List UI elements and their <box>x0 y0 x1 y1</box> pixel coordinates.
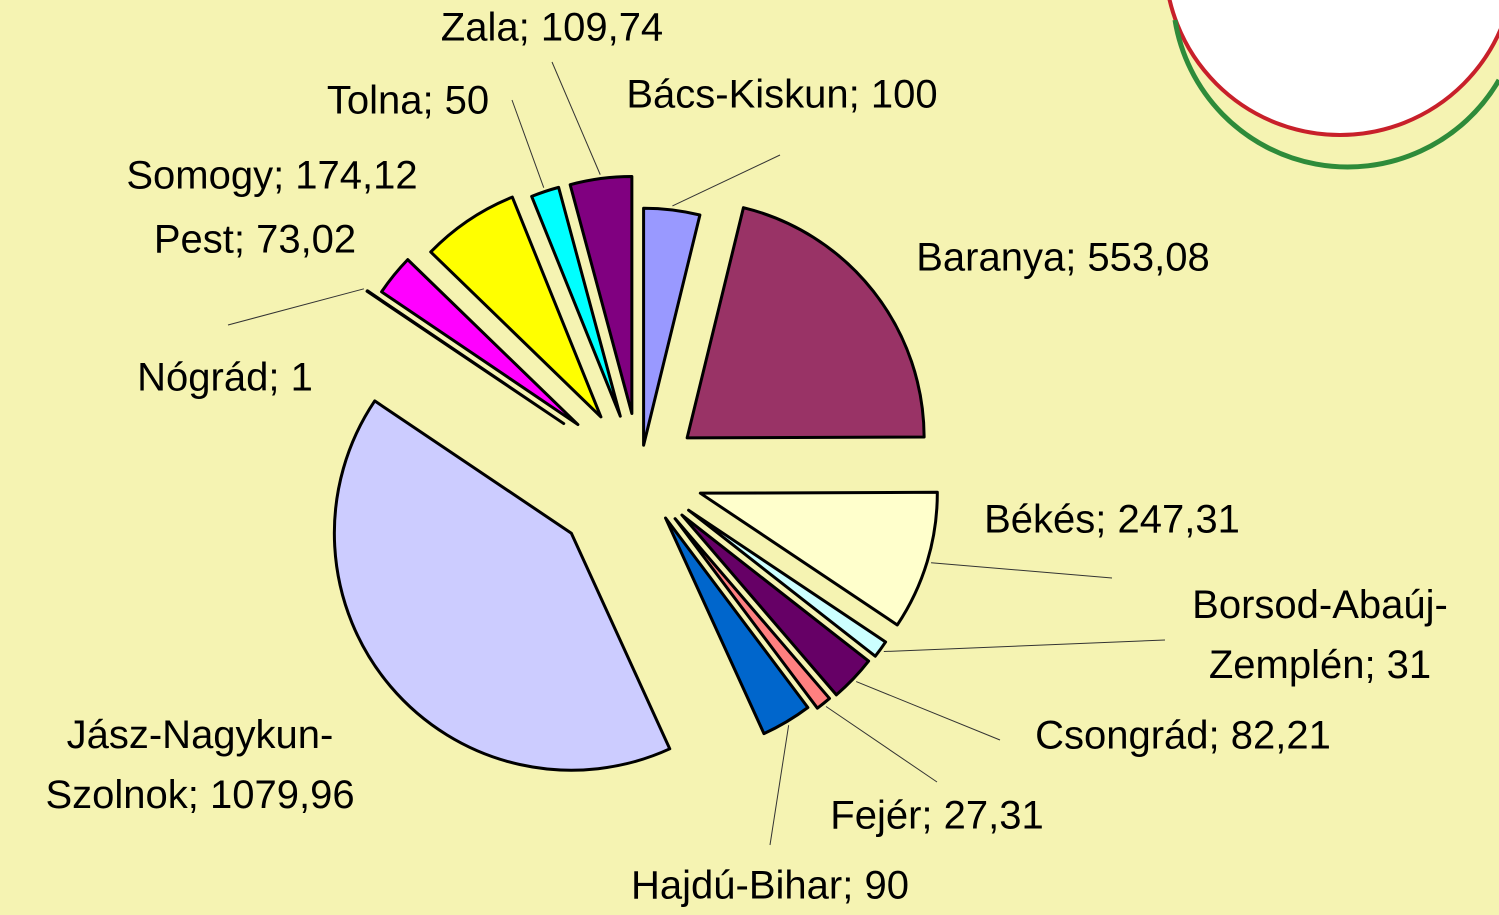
leader-line <box>825 706 938 783</box>
slice-label: Békés; 247,31 <box>984 498 1240 542</box>
pie-slice <box>568 175 634 416</box>
pie-slice <box>429 195 603 419</box>
slice-label: Csongrád; 82,21 <box>1035 714 1331 758</box>
pie-slice <box>365 289 566 426</box>
pie-slice <box>530 185 622 418</box>
pie-slice <box>685 206 926 440</box>
leader-line <box>551 61 601 175</box>
leader-line <box>769 725 790 846</box>
leader-line <box>227 288 365 326</box>
pie-slice <box>673 517 831 710</box>
slice-label: Zala; 109,74 <box>441 6 663 50</box>
slice-label: Jász-Nagykun-Szolnok; 1079,96 <box>45 713 354 817</box>
slice-label: Fejér; 27,31 <box>830 794 1043 838</box>
slice-label: Somogy; 174,12 <box>126 154 417 198</box>
leader-line <box>856 681 1001 741</box>
leader-line <box>511 99 545 188</box>
pie-slice <box>642 206 702 447</box>
pie-slice <box>664 516 810 736</box>
slice-label: Baranya; 553,08 <box>916 236 1210 280</box>
pie-slice <box>687 508 888 658</box>
logo <box>1167 0 1499 170</box>
slice-label: Bács-Kiskun; 100 <box>626 73 937 117</box>
pie-slice <box>680 513 871 697</box>
slice-label: Hajdú-Bihar; 90 <box>631 864 909 908</box>
leader-line <box>883 639 1166 653</box>
pie-slice <box>380 258 580 427</box>
slice-label: Borsod-Abaúj-Zemplén; 31 <box>1192 583 1448 687</box>
slice-label: Pest; 73,02 <box>154 218 356 262</box>
slice-label: Tolna; 50 <box>327 79 489 123</box>
slice-label: Nógrád; 1 <box>137 356 313 400</box>
pie-slice <box>698 490 939 627</box>
pie-slice <box>332 399 672 772</box>
leader-line <box>672 154 781 207</box>
leader-line <box>931 562 1113 579</box>
